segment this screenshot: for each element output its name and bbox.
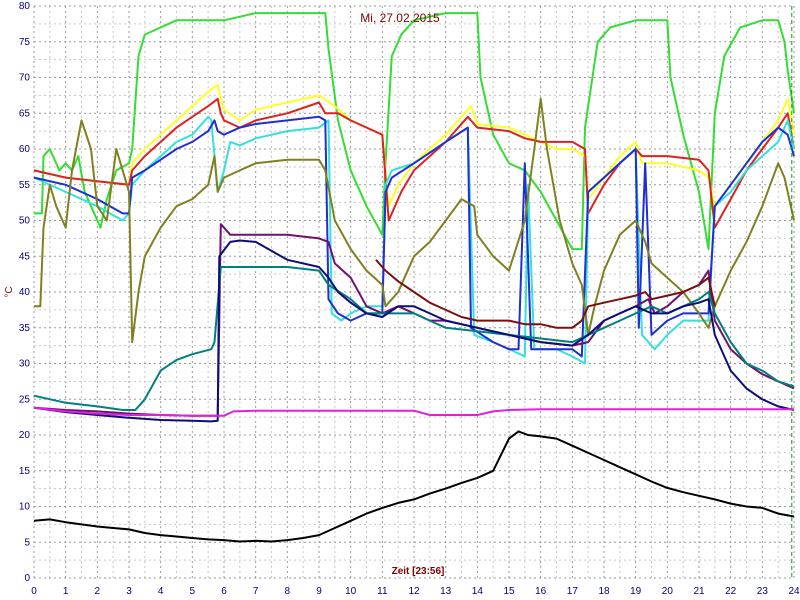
series-line-5	[33, 115, 795, 358]
y-tick-label: 70	[19, 73, 31, 84]
chart-title: Mi, 27.02.2015	[360, 11, 440, 25]
x-tick-label: 0	[31, 586, 37, 597]
y-tick-label: 35	[19, 323, 31, 334]
series-line-3	[33, 97, 795, 229]
x-tick-label: 22	[725, 586, 737, 597]
x-tick-label: 15	[503, 586, 515, 597]
x-tick-label: 5	[190, 586, 196, 597]
x-tick-label: 2	[95, 586, 101, 597]
y-tick-label: 50	[19, 216, 31, 227]
x-tick-labels: 0 1 2 3 4 5 6 7 8 9 10 11 12 13 14 15 16 17 18 19 20 21 22 23 24	[31, 586, 800, 597]
x-tick-label: 16	[535, 586, 547, 597]
x-tick-label: 8	[285, 586, 291, 597]
x-tick-label: 24	[788, 586, 800, 597]
series-line-1	[34, 12, 795, 251]
x-tick-label: 21	[693, 586, 705, 597]
y-tick-label: 5	[24, 537, 30, 548]
x-tick-label: 4	[158, 586, 164, 597]
y-tick-label: 75	[19, 37, 31, 48]
series-line-11	[33, 406, 794, 417]
x-tick-label: 1	[63, 586, 69, 597]
y-tick-label: 10	[19, 502, 31, 513]
y-tick-label: 55	[19, 180, 31, 191]
y-tick-label: 0	[24, 573, 30, 584]
y-tick-label: 25	[19, 394, 31, 405]
series-line-10	[375, 259, 716, 329]
x-tick-label: 13	[440, 586, 452, 597]
x-tick-label: 17	[567, 586, 579, 597]
series-line-8	[33, 266, 795, 411]
series-line-12	[33, 430, 795, 543]
series-line-2	[33, 83, 795, 208]
y-tick-label: 30	[19, 359, 31, 370]
y-tick-label: 80	[19, 1, 31, 12]
y-tick-label: 20	[19, 430, 31, 441]
series-line-6	[34, 97, 795, 344]
x-axis-label: Zeit [23:56]	[392, 566, 445, 577]
y-tick-label: 65	[19, 108, 31, 119]
y-tick-label: 45	[19, 251, 31, 262]
x-tick-label: 12	[408, 586, 420, 597]
y-tick-labels: 0 5 10 15 20 25 30 35 40 45 50 55 60 65 70 75 80	[19, 1, 31, 584]
x-tick-label: 7	[253, 586, 259, 597]
x-tick-label: 20	[662, 586, 674, 597]
x-tick-label: 9	[316, 586, 322, 597]
y-tick-label: 40	[19, 287, 31, 298]
series-group	[33, 12, 795, 543]
y-tick-label: 15	[19, 466, 31, 477]
x-tick-label: 18	[598, 586, 610, 597]
x-tick-label: 19	[630, 586, 642, 597]
x-tick-label: 6	[221, 586, 227, 597]
series-line-9	[33, 239, 795, 423]
x-tick-label: 10	[345, 586, 357, 597]
y-axis-label: °C	[4, 286, 15, 297]
x-tick-label: 11	[377, 586, 388, 597]
y-tick-label: 60	[19, 144, 31, 155]
x-tick-label: 3	[126, 586, 132, 597]
x-tick-label: 14	[472, 586, 484, 597]
x-tick-label: 23	[757, 586, 769, 597]
